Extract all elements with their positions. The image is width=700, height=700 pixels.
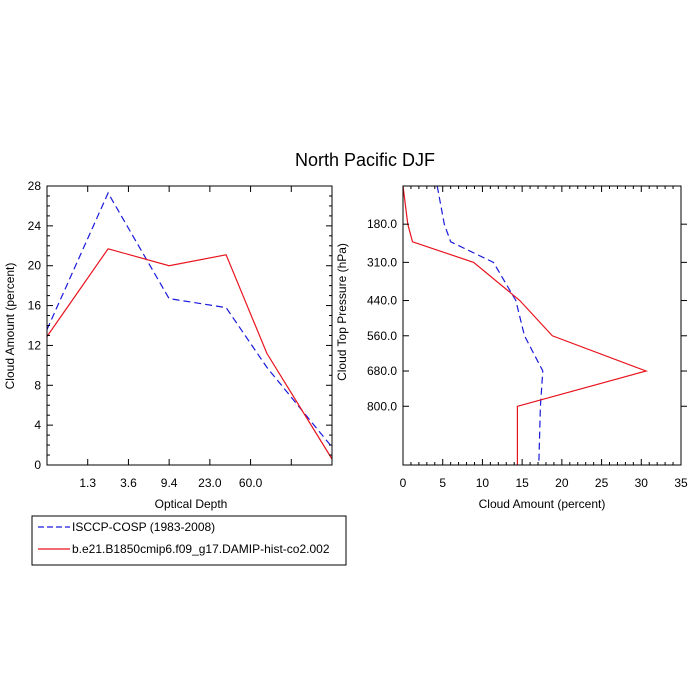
- right-ytick-label: 560.0: [367, 329, 397, 343]
- left-series-group: [46, 191, 333, 460]
- left-xtick-label: 9.4: [161, 476, 178, 490]
- left-ticks: 0 4 8 12 16 20 24 28 1.3 3.6 9.4 23.0 60.0: [28, 179, 332, 490]
- right-xtick-label: 30: [635, 476, 649, 490]
- right-ytick-label: 180.0: [367, 217, 397, 231]
- right-panel: 0 5 10 15 20 25 30 35 180.0 310.0 440.0 560.0 680.0 8…: [335, 185, 688, 511]
- left-ytick-label: 28: [28, 179, 42, 193]
- right-series-line-0: [436, 185, 544, 466]
- right-xtick-label: 0: [400, 476, 407, 490]
- right-ytick-label: 440.0: [367, 294, 397, 308]
- right-ytick-label: 800.0: [367, 399, 397, 413]
- left-xtick-label: 60.0: [239, 476, 263, 490]
- left-ylabel: Cloud Amount (percent): [3, 263, 17, 390]
- legend-box: [31, 515, 347, 566]
- right-xtick-label: 25: [595, 476, 609, 490]
- right-ticks: 0 5 10 15 20 25 30 35 180.0 310.0 440.0 560.0 680.0 8…: [367, 186, 688, 490]
- right-xtick-label: 35: [674, 476, 688, 490]
- right-plot-frame: [402, 185, 682, 466]
- legend-label-model: b.e21.B1850cmip6.f09_g17.DAMIP-hist-co2.…: [72, 542, 330, 556]
- left-ytick-label: 12: [28, 338, 42, 352]
- right-series-group: [402, 185, 649, 466]
- left-xtick-label: 3.6: [120, 476, 137, 490]
- left-series-line-1: [46, 248, 333, 460]
- left-series-line-0: [46, 191, 333, 448]
- left-ytick-label: 24: [28, 219, 42, 233]
- left-plot-frame: [46, 185, 333, 466]
- right-xtick-label: 15: [515, 476, 529, 490]
- right-xtick-label: 5: [439, 476, 446, 490]
- left-ytick-label: 0: [34, 458, 41, 472]
- right-ylabel: Cloud Top Pressure (hPa): [335, 243, 349, 381]
- right-ytick-label: 310.0: [367, 255, 397, 269]
- legend: ISCCP-COSP (1983-2008) b.e21.B1850cmip6.…: [31, 515, 347, 566]
- right-series-line-1: [402, 185, 649, 465]
- left-xlabel: Optical Depth: [155, 497, 228, 511]
- right-xlabel: Cloud Amount (percent): [479, 497, 606, 511]
- left-ytick-label: 4: [34, 418, 41, 432]
- left-ytick-label: 8: [34, 378, 41, 392]
- left-ytick-label: 20: [28, 259, 42, 273]
- right-xtick-label: 10: [476, 476, 490, 490]
- right-xtick-label: 20: [555, 476, 569, 490]
- left-xtick-label: 23.0: [198, 476, 222, 490]
- chart-title: North Pacific DJF: [295, 150, 435, 170]
- left-xtick-label: 1.3: [79, 476, 96, 490]
- legend-label-obs: ISCCP-COSP (1983-2008): [72, 520, 215, 534]
- left-ytick-label: 16: [28, 299, 42, 313]
- right-ytick-label: 680.0: [367, 364, 397, 378]
- left-panel: 0 4 8 12 16 20 24 28 1.3 3.6 9.4 23.0 60.0 Optical D…: [3, 179, 333, 511]
